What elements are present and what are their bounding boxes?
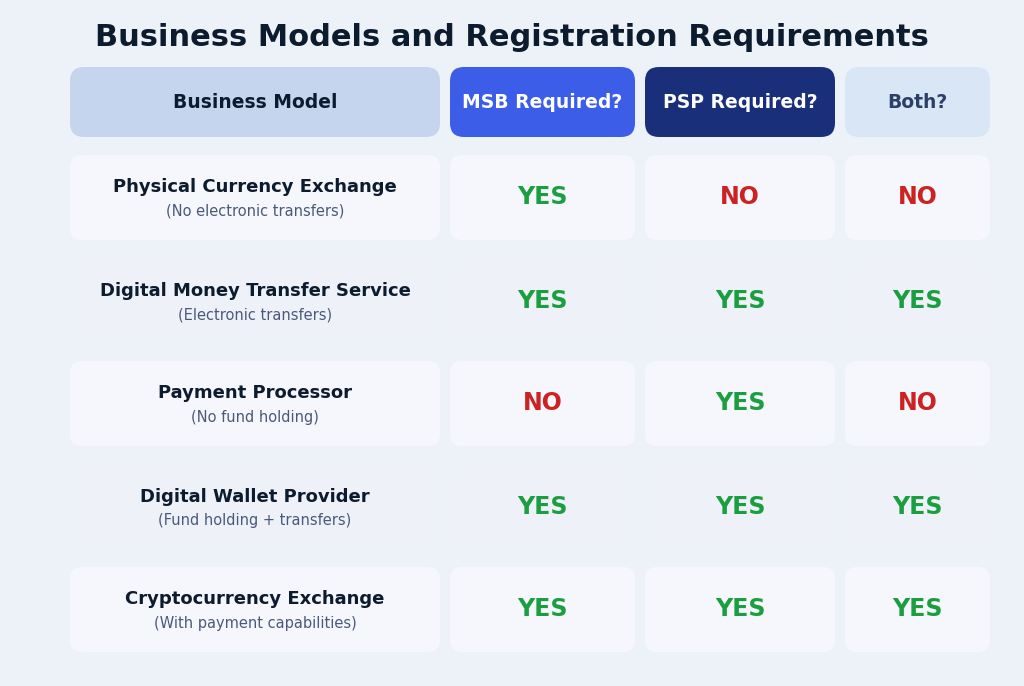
FancyBboxPatch shape xyxy=(645,464,835,549)
Text: (No fund holding): (No fund holding) xyxy=(191,410,318,425)
Text: YES: YES xyxy=(517,495,567,519)
FancyBboxPatch shape xyxy=(70,567,440,652)
FancyBboxPatch shape xyxy=(645,67,835,137)
Text: YES: YES xyxy=(892,598,943,622)
Text: YES: YES xyxy=(517,598,567,622)
Text: (Electronic transfers): (Electronic transfers) xyxy=(178,307,332,322)
Text: YES: YES xyxy=(715,598,765,622)
Text: NO: NO xyxy=(720,185,760,209)
Text: YES: YES xyxy=(517,185,567,209)
Text: YES: YES xyxy=(517,289,567,313)
Text: YES: YES xyxy=(892,289,943,313)
FancyBboxPatch shape xyxy=(845,464,990,549)
FancyBboxPatch shape xyxy=(450,258,635,343)
FancyBboxPatch shape xyxy=(70,361,440,446)
Text: Business Model: Business Model xyxy=(173,93,337,112)
Text: Both?: Both? xyxy=(888,93,947,112)
Text: YES: YES xyxy=(715,289,765,313)
Text: Digital Wallet Provider: Digital Wallet Provider xyxy=(140,488,370,506)
FancyBboxPatch shape xyxy=(70,67,440,137)
FancyBboxPatch shape xyxy=(450,567,635,652)
FancyBboxPatch shape xyxy=(645,567,835,652)
FancyBboxPatch shape xyxy=(645,155,835,240)
FancyBboxPatch shape xyxy=(645,361,835,446)
Text: YES: YES xyxy=(715,392,765,416)
Text: NO: NO xyxy=(522,392,562,416)
Text: YES: YES xyxy=(892,495,943,519)
FancyBboxPatch shape xyxy=(70,258,440,343)
FancyBboxPatch shape xyxy=(450,67,635,137)
Text: MSB Required?: MSB Required? xyxy=(463,93,623,112)
Text: NO: NO xyxy=(898,392,937,416)
Text: (Fund holding + transfers): (Fund holding + transfers) xyxy=(159,513,351,528)
Text: Physical Currency Exchange: Physical Currency Exchange xyxy=(113,178,397,196)
FancyBboxPatch shape xyxy=(450,464,635,549)
FancyBboxPatch shape xyxy=(845,155,990,240)
Text: Cryptocurrency Exchange: Cryptocurrency Exchange xyxy=(125,591,385,608)
FancyBboxPatch shape xyxy=(845,258,990,343)
FancyBboxPatch shape xyxy=(450,155,635,240)
Text: (No electronic transfers): (No electronic transfers) xyxy=(166,204,344,219)
FancyBboxPatch shape xyxy=(450,361,635,446)
Text: NO: NO xyxy=(898,185,937,209)
FancyBboxPatch shape xyxy=(845,361,990,446)
Text: Business Models and Registration Requirements: Business Models and Registration Require… xyxy=(95,23,929,53)
Text: Digital Money Transfer Service: Digital Money Transfer Service xyxy=(99,281,411,300)
Text: (With payment capabilities): (With payment capabilities) xyxy=(154,616,356,631)
FancyBboxPatch shape xyxy=(645,258,835,343)
Text: YES: YES xyxy=(715,495,765,519)
Text: Payment Processor: Payment Processor xyxy=(158,384,352,403)
FancyBboxPatch shape xyxy=(70,155,440,240)
FancyBboxPatch shape xyxy=(70,464,440,549)
Text: PSP Required?: PSP Required? xyxy=(663,93,817,112)
FancyBboxPatch shape xyxy=(845,67,990,137)
FancyBboxPatch shape xyxy=(845,567,990,652)
